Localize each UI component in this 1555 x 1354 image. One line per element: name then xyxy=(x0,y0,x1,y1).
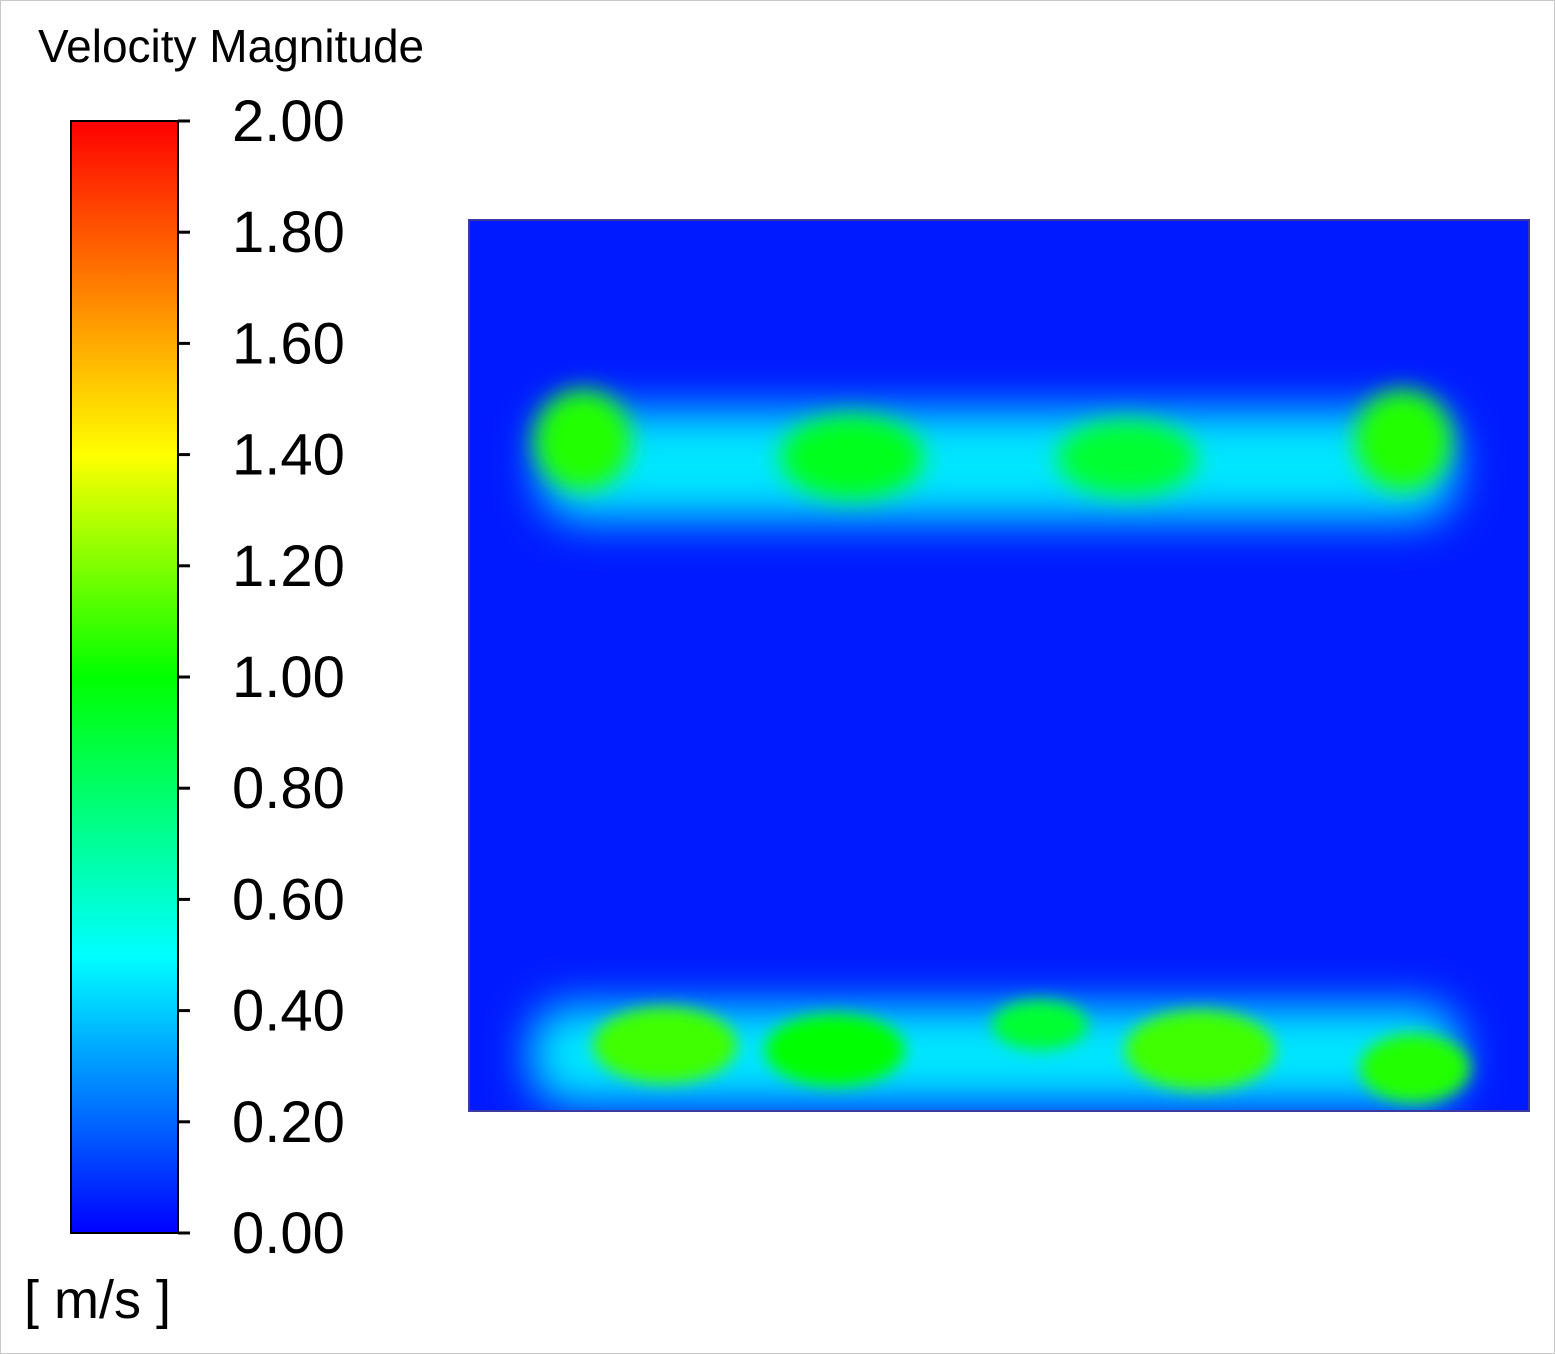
colorbar-tick-label: 1.20 xyxy=(232,534,345,599)
contour-plot xyxy=(469,220,1529,1111)
lower-peak-5 xyxy=(1360,1034,1470,1102)
colorbar-tick-label: 0.00 xyxy=(232,1201,345,1266)
lower-peak-1 xyxy=(593,1007,737,1083)
colorbar-tick-label: 0.40 xyxy=(232,979,345,1044)
lower-peak-3 xyxy=(992,1000,1088,1050)
lower-peak-2 xyxy=(765,1014,905,1086)
colorbar-ticks: 2.00 1.80 1.60 1.40 1.20 1.00 0.80 0.60 0.40 0.20… xyxy=(178,89,345,1266)
upper-band-halo xyxy=(540,410,1455,520)
colorbar-title: Velocity Magnitude xyxy=(38,20,425,72)
colorbar xyxy=(70,120,179,1234)
lower-velocity-band xyxy=(530,1000,1470,1105)
lower-peak-4 xyxy=(1125,1010,1275,1090)
contour-background xyxy=(469,220,1529,1111)
upper-velocity-band xyxy=(535,390,1455,520)
colorbar-tick-label: 1.80 xyxy=(232,200,345,265)
colorbar-tick-label: 1.60 xyxy=(232,311,345,376)
contour-plot-border xyxy=(468,219,1530,1112)
colorbar-tick-label: 0.20 xyxy=(232,1090,345,1155)
upper-peak-4 xyxy=(1355,390,1451,490)
upper-peak-3 xyxy=(1057,420,1197,496)
colorbar-tick-label: 2.00 xyxy=(232,89,345,154)
upper-peak-2 xyxy=(780,415,924,499)
colorbar-units: [ m/s ] xyxy=(24,1270,171,1330)
colorbar-tick-label: 0.60 xyxy=(232,867,345,932)
colorbar-tick-label: 1.40 xyxy=(232,423,345,488)
upper-peak-1 xyxy=(535,390,631,490)
colorbar-tick-label: 0.80 xyxy=(232,756,345,821)
colorbar-tick-label: 1.00 xyxy=(232,645,345,710)
